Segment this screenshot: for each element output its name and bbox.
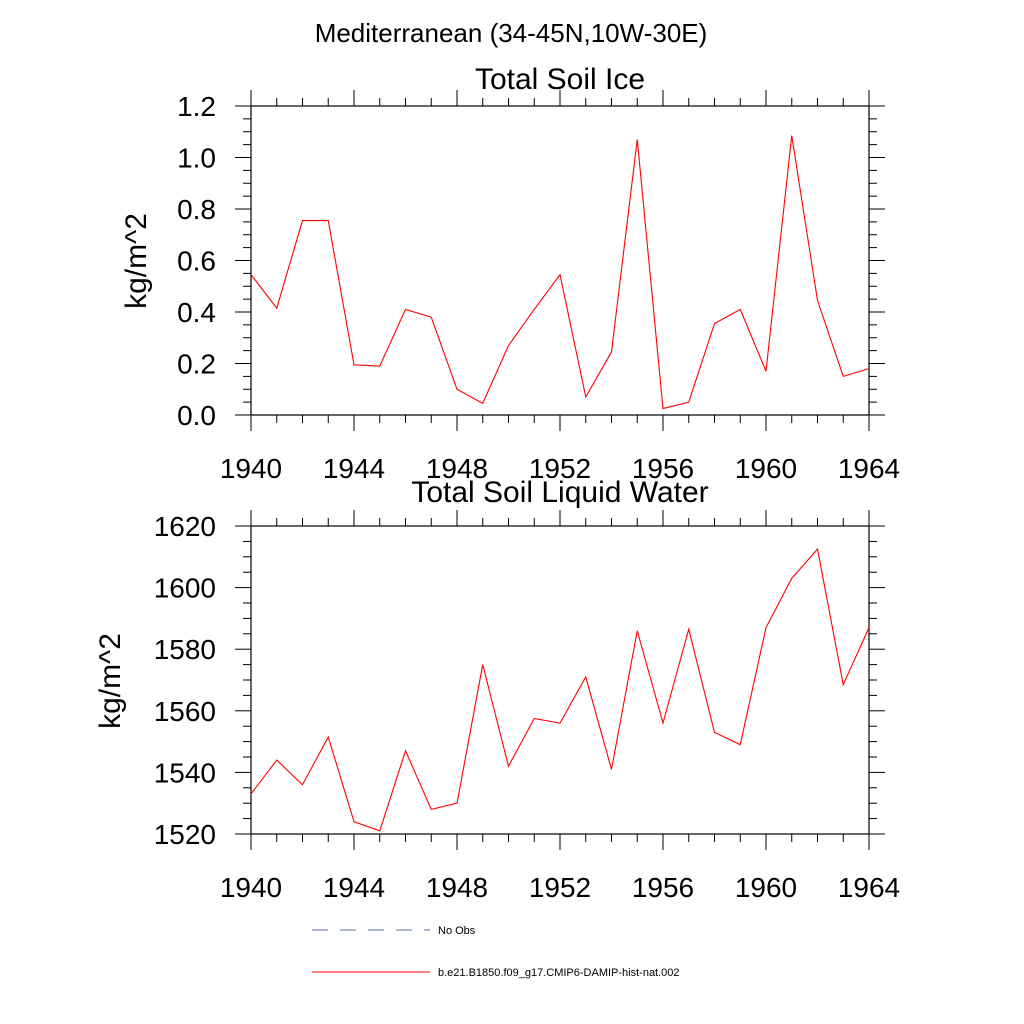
figure-title: Mediterranean (34-45N,10W-30E) [315, 18, 708, 48]
x-tick-label: 1964 [838, 872, 900, 903]
x-tick-label: 1940 [220, 453, 282, 484]
plot-frame [250, 105, 870, 416]
x-tick-label: 1960 [735, 453, 797, 484]
x-tick-label: 1964 [838, 453, 900, 484]
x-tick-label: 1956 [632, 872, 694, 903]
x-tick-label: 1940 [220, 872, 282, 903]
y-tick-label: 1520 [154, 819, 216, 850]
chart-total-soil-liquid-water: Total Soil Liquid Water kg/m^2 1520 1540 1… [94, 476, 900, 903]
y-tick-label: 0.6 [177, 246, 216, 277]
x-tick-label: 1944 [323, 453, 385, 484]
x-tick-label: 1944 [323, 872, 385, 903]
series-line [250, 547, 870, 832]
legend-label-model-run: b.e21.B1850.f09_g17.CMIP6-DAMIP-hist-nat… [438, 967, 680, 979]
y-tick-label: 1600 [154, 573, 216, 604]
x-tick-label: 1948 [426, 872, 488, 903]
y-tick-label: 1.2 [177, 91, 216, 122]
series-line [250, 135, 870, 410]
y-tick-label: 1560 [154, 696, 216, 727]
x-tick-label: 1952 [529, 872, 591, 903]
y-axis-label: kg/m^2 [94, 633, 127, 729]
x-tick-label: 1956 [632, 453, 694, 484]
y-tick-label: 0.8 [177, 194, 216, 225]
x-tick-label: 1952 [529, 453, 591, 484]
y-tick-label: 1540 [154, 757, 216, 788]
chart-title: Total Soil Liquid Water [411, 476, 708, 509]
chart-total-soil-ice: Total Soil Ice kg/m^2 0.00.20.40.60.81.0… [120, 63, 900, 484]
y-tick-label: 1620 [154, 511, 216, 542]
y-axis-label: kg/m^2 [120, 213, 153, 309]
y-tick-label: 0.2 [177, 349, 216, 380]
legend: No Obs b.e21.B1850.f09_g17.CMIP6-DAMIP-h… [312, 925, 680, 979]
x-tick-label: 1948 [426, 453, 488, 484]
y-tick-label: 0.4 [177, 297, 216, 328]
y-tick-label: 1.0 [177, 143, 216, 174]
y-tick-label: 0.0 [177, 400, 216, 431]
y-tick-label: 1580 [154, 634, 216, 665]
x-tick-label: 1960 [735, 872, 797, 903]
legend-label-no-obs: No Obs [438, 925, 476, 937]
